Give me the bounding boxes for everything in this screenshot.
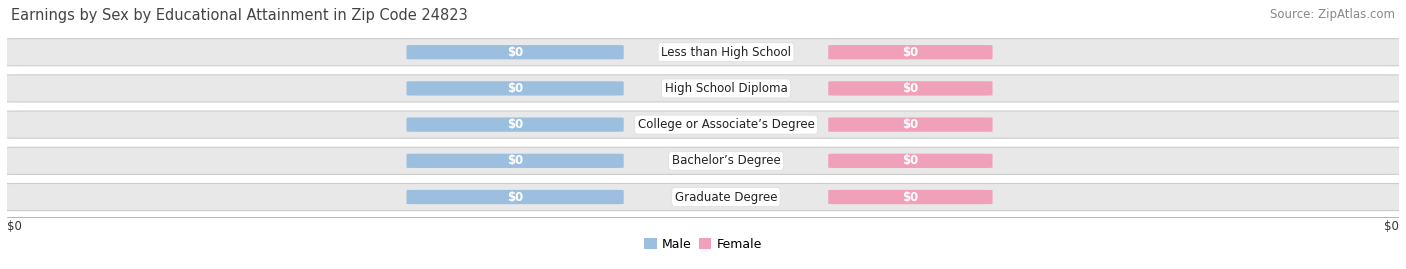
Text: College or Associate’s Degree: College or Associate’s Degree: [637, 118, 814, 131]
Text: $0: $0: [1384, 220, 1399, 233]
Legend: Male, Female: Male, Female: [640, 233, 766, 256]
FancyBboxPatch shape: [406, 81, 624, 95]
FancyBboxPatch shape: [0, 147, 1406, 174]
Text: Source: ZipAtlas.com: Source: ZipAtlas.com: [1270, 8, 1395, 21]
FancyBboxPatch shape: [828, 118, 993, 132]
FancyBboxPatch shape: [406, 154, 624, 168]
Text: $0: $0: [508, 118, 523, 131]
Text: $0: $0: [7, 220, 22, 233]
Text: $0: $0: [903, 46, 918, 59]
Text: Less than High School: Less than High School: [661, 46, 792, 59]
Text: Earnings by Sex by Educational Attainment in Zip Code 24823: Earnings by Sex by Educational Attainmen…: [11, 8, 468, 23]
FancyBboxPatch shape: [828, 190, 993, 204]
FancyBboxPatch shape: [828, 81, 993, 95]
Text: Bachelor’s Degree: Bachelor’s Degree: [672, 154, 780, 167]
Text: High School Diploma: High School Diploma: [665, 82, 787, 95]
FancyBboxPatch shape: [0, 39, 1406, 66]
FancyBboxPatch shape: [406, 190, 624, 204]
Text: $0: $0: [508, 190, 523, 204]
Text: $0: $0: [508, 82, 523, 95]
FancyBboxPatch shape: [828, 154, 993, 168]
FancyBboxPatch shape: [0, 75, 1406, 102]
Text: $0: $0: [903, 82, 918, 95]
Text: $0: $0: [903, 118, 918, 131]
Text: $0: $0: [903, 154, 918, 167]
FancyBboxPatch shape: [0, 111, 1406, 138]
FancyBboxPatch shape: [406, 45, 624, 59]
Text: $0: $0: [508, 46, 523, 59]
FancyBboxPatch shape: [406, 118, 624, 132]
FancyBboxPatch shape: [0, 183, 1406, 211]
Text: $0: $0: [903, 190, 918, 204]
Text: Graduate Degree: Graduate Degree: [675, 190, 778, 204]
FancyBboxPatch shape: [828, 45, 993, 59]
Text: $0: $0: [508, 154, 523, 167]
